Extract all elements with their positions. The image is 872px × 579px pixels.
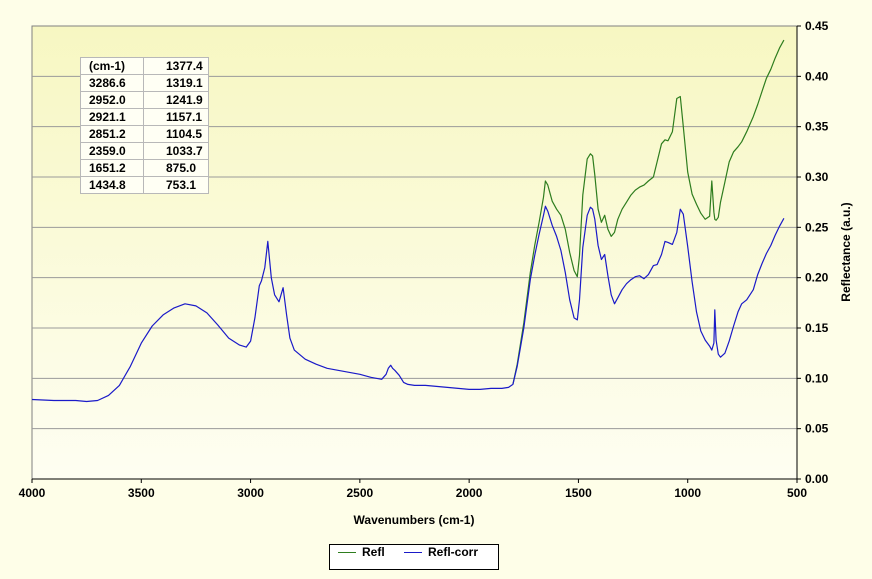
series-line-refl: [512, 39, 785, 385]
x-tick-label: 3500: [128, 486, 155, 500]
x-axis-label: Wavenumbers (cm-1): [354, 513, 475, 527]
peak-table-cell: 1104.5: [143, 125, 209, 143]
grid: [32, 75, 797, 430]
peak-table-row: 2921.1 1157.1: [80, 108, 209, 126]
peak-table-cell: 1651.2: [80, 159, 144, 177]
x-tick-label: 3000: [237, 486, 264, 500]
x-tick-label: 2000: [456, 486, 483, 500]
peak-table-row: 2359.0 1033.7: [80, 142, 209, 160]
peak-table-cell: 875.0: [143, 159, 209, 177]
peak-table-cell: 1033.7: [143, 142, 209, 160]
y-tick-label: 0.30: [805, 170, 829, 184]
peak-table-row: 1651.2 875.0: [80, 159, 209, 177]
peak-table-cell: (cm-1): [80, 57, 144, 75]
legend: Refl Refl-corr: [329, 544, 499, 570]
x-tick-label: 4000: [19, 486, 46, 500]
y-tick-label: 0.20: [805, 271, 829, 285]
peak-table-cell: 1377.4: [143, 57, 209, 75]
peak-table-cell: 2851.2: [80, 125, 144, 143]
peak-table-header-row: (cm-1) 1377.4: [80, 57, 209, 75]
peak-table-cell: 2359.0: [80, 142, 144, 160]
legend-line-refl-corr: [404, 552, 422, 553]
y-tick-label: 0.05: [805, 422, 829, 436]
peak-table-row: 2952.0 1241.9: [80, 91, 209, 109]
peak-table-row: 2851.2 1104.5: [80, 125, 209, 143]
x-tick-label: 2500: [347, 486, 374, 500]
y-tick-label: 0.15: [805, 321, 829, 335]
legend-line-refl: [338, 552, 356, 553]
peak-table-cell: 1241.9: [143, 91, 209, 109]
legend-label-refl-corr: Refl-corr: [428, 545, 479, 559]
y-tick-label: 0.00: [805, 472, 829, 486]
peak-table-cell: 3286.6: [80, 74, 144, 92]
x-tick-label: 500: [787, 486, 807, 500]
series-group: [31, 39, 785, 403]
y-tick-label: 0.10: [805, 371, 829, 385]
legend-label-refl: Refl: [362, 545, 385, 559]
y-tick-label: 0.35: [805, 120, 829, 134]
y-tick-label: 0.45: [805, 19, 829, 33]
peak-table-cell: 2952.0: [80, 91, 144, 109]
peak-table-cell: 1434.8: [80, 176, 144, 194]
y-tick-label: 0.25: [805, 220, 829, 234]
peak-table-cell: 1157.1: [143, 108, 209, 126]
y-axis-label: Reflectance (a.u.): [839, 202, 853, 301]
peak-table-cell: 753.1: [143, 176, 209, 194]
peak-table: (cm-1) 1377.4 3286.6 1319.1 2952.0 1241.9 2921…: [80, 57, 209, 194]
x-tick-label: 1000: [674, 486, 701, 500]
series-line-refl-corr: [31, 205, 785, 403]
x-tick-label: 1500: [565, 486, 592, 500]
y-tick-label: 0.40: [805, 69, 829, 83]
peak-table-cell: 1319.1: [143, 74, 209, 92]
axes: 0.00 0.05 0.10 0.15 0.20 0.25 0.30 0.35 0.40 0.45…: [19, 19, 829, 500]
peak-table-row: 1434.8 753.1: [80, 176, 209, 194]
peak-table-cell: 2921.1: [80, 108, 144, 126]
peak-table-row: 3286.6 1319.1: [80, 74, 209, 92]
